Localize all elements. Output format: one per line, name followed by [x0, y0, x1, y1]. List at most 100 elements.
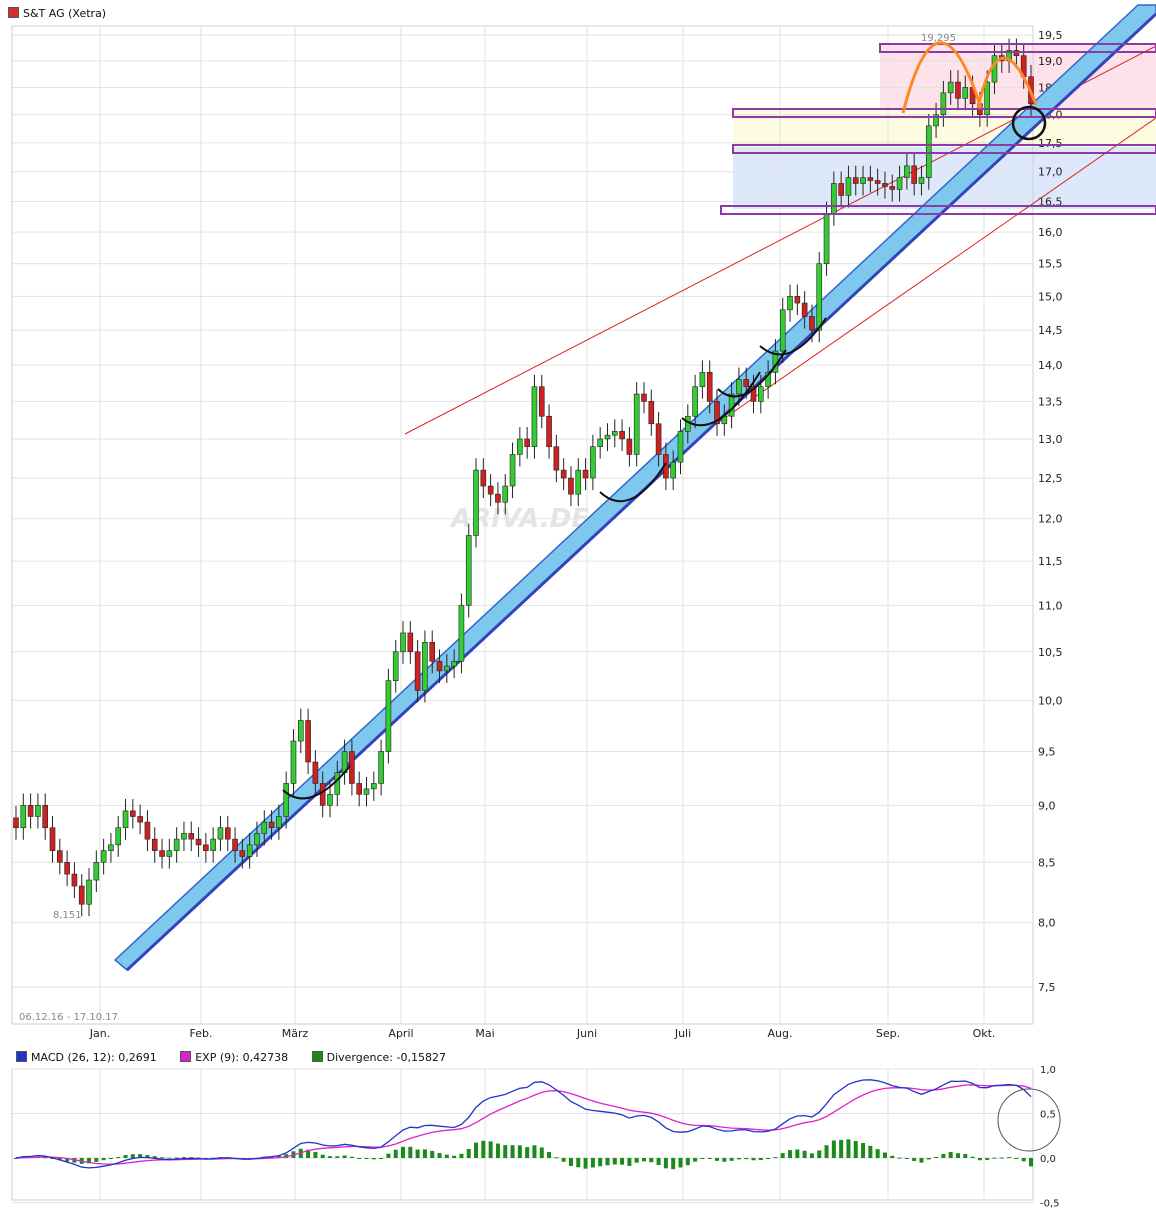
candle — [743, 379, 750, 388]
watermark: ARIVA.DE — [449, 504, 589, 534]
candle — [911, 165, 917, 184]
divergence-bar — [65, 1158, 70, 1162]
candle — [889, 186, 896, 190]
candle — [940, 92, 947, 116]
candle — [78, 885, 85, 905]
divergence-bar — [1014, 1158, 1019, 1159]
purple-level-bar — [732, 108, 1156, 118]
candle — [480, 469, 487, 487]
divergence-bar — [87, 1158, 92, 1164]
divergence-bar — [357, 1158, 362, 1159]
divergence-bar — [941, 1154, 946, 1158]
divergence-bar — [846, 1139, 851, 1158]
candle — [71, 873, 78, 887]
candle — [254, 833, 260, 846]
divergence-bar — [868, 1145, 873, 1158]
low-label: 8,151 — [53, 910, 82, 921]
candle — [984, 81, 990, 116]
y-tick-label: 15,0 — [1038, 290, 1063, 303]
divergence-bar — [510, 1145, 515, 1158]
divergence-bar — [999, 1157, 1004, 1159]
candle — [144, 821, 151, 840]
divergence-bar — [736, 1158, 741, 1160]
divergence-bar — [875, 1149, 880, 1158]
divergence-bar — [700, 1158, 705, 1159]
candle — [108, 844, 114, 851]
divergence-bar — [14, 1158, 18, 1159]
high-label: 19,295 — [921, 33, 956, 44]
candle — [64, 861, 70, 875]
y-tick-label: 9,5 — [1038, 745, 1056, 758]
candle — [239, 850, 246, 857]
candle — [122, 810, 129, 829]
divergence-bar — [715, 1158, 720, 1161]
divergence-bar — [335, 1156, 340, 1158]
candle — [232, 838, 238, 851]
candle — [385, 680, 392, 752]
divergence-bar — [561, 1158, 566, 1162]
divergence-bar — [912, 1158, 917, 1162]
candle — [130, 810, 136, 817]
orange-arc — [901, 41, 983, 114]
divergence-bar — [57, 1158, 62, 1161]
candle — [276, 816, 282, 829]
candle — [838, 183, 844, 196]
x-tick-label: April — [388, 1027, 413, 1040]
candle — [458, 605, 465, 662]
divergence-bar — [773, 1157, 778, 1159]
y-tick-label: 10,0 — [1038, 694, 1063, 707]
divergence-bar — [897, 1157, 902, 1159]
divergence-bar — [327, 1156, 332, 1158]
divergence-bar — [320, 1154, 325, 1158]
divergence-bar — [342, 1155, 347, 1158]
divergence-bar — [992, 1157, 997, 1159]
divergence-bar — [788, 1150, 793, 1158]
divergence-bar — [576, 1158, 581, 1168]
candle — [655, 423, 662, 455]
candle — [860, 177, 866, 184]
divergence-bar — [831, 1140, 836, 1158]
x-tick-label: Jan. — [89, 1027, 110, 1040]
candle — [517, 438, 523, 455]
divergence-bar — [663, 1158, 668, 1169]
divergence-bar — [904, 1158, 909, 1159]
divergence-bar — [174, 1157, 179, 1159]
chart-title-text: S&T AG (Xetra) — [23, 7, 107, 20]
y-tick-label: 7,5 — [1038, 981, 1056, 994]
candle — [728, 393, 735, 417]
candle — [904, 165, 910, 178]
candle — [874, 180, 881, 184]
divergence-bar — [488, 1141, 493, 1158]
candle — [736, 379, 742, 395]
candle — [100, 850, 107, 863]
divergence-bar — [160, 1157, 165, 1159]
candle — [509, 454, 516, 487]
divergence-bar — [605, 1158, 610, 1166]
divergence-bar — [1021, 1158, 1026, 1162]
divergence-bar — [138, 1154, 143, 1158]
candle — [210, 838, 216, 851]
macd-line — [15, 1079, 1032, 1169]
macd-legend-exp: EXP (9): 0,42738 — [180, 1051, 288, 1064]
divergence-bar — [437, 1153, 442, 1158]
exp-line — [15, 1084, 1032, 1165]
macd-circle-annotation — [997, 1088, 1061, 1152]
candle — [553, 446, 560, 471]
y-tick-label: 8,0 — [1038, 917, 1056, 930]
divergence-bar — [926, 1158, 931, 1160]
candle — [575, 469, 582, 495]
candle — [356, 783, 363, 795]
exp-swatch — [180, 1051, 192, 1062]
x-tick-label: Mai — [475, 1027, 494, 1040]
candle — [173, 838, 180, 851]
y-tick-label: 14,5 — [1038, 324, 1063, 337]
macd-legend-macd: MACD (26, 12): 0,2691 — [16, 1051, 157, 1064]
divergence-bar — [634, 1158, 639, 1163]
divergence-bar — [152, 1156, 157, 1158]
divergence-bar — [167, 1157, 172, 1159]
circle-annotation — [1011, 105, 1047, 141]
candle — [49, 827, 56, 851]
candle — [779, 309, 786, 352]
candle — [714, 401, 720, 425]
candle — [93, 861, 100, 881]
